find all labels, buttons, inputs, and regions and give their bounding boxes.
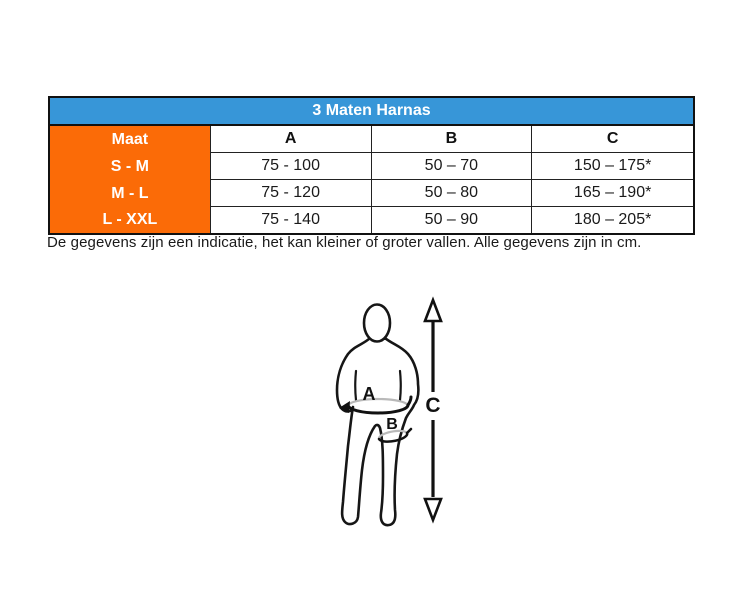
table-row: S - M 75 - 100 50 – 70 150 – 175* — [50, 153, 693, 180]
cell-size: M - L — [50, 180, 211, 207]
person-head-outline — [362, 303, 392, 343]
indication-note: De gegevens zijn een indicatie, het kan … — [47, 234, 642, 251]
cell-c-range: 165 – 190* — [532, 180, 693, 207]
cell-b-range: 50 – 90 — [372, 207, 533, 233]
waist-band-front — [346, 403, 410, 415]
thigh-label: B — [386, 416, 398, 433]
waist-band-curl — [406, 395, 413, 407]
col-header-b: B — [371, 126, 533, 153]
col-header-a: A — [210, 126, 372, 153]
table-title: 3 Maten Harnas — [50, 98, 693, 126]
col-header-maat: Maat — [50, 126, 211, 153]
cell-b-range: 50 – 70 — [371, 153, 533, 180]
thigh-band-front — [377, 427, 413, 443]
cell-a-range: 75 - 100 — [210, 153, 372, 180]
table-row: L - XXL 75 - 140 50 – 90 180 – 205* — [50, 207, 693, 233]
person-body-outline — [335, 336, 420, 527]
measurement-diagram: A B C — [335, 296, 443, 527]
size-table: 3 Maten Harnas Maat A B C S - M 75 - 100… — [48, 96, 695, 235]
cell-c-range: 180 – 205* — [573, 211, 652, 228]
table-row: M - L 75 - 120 50 – 80 165 – 190* — [50, 180, 693, 207]
col-header-c: C — [532, 126, 693, 153]
waist-label: A — [363, 384, 376, 404]
waist-band-back — [346, 397, 410, 407]
height-arrow-up-icon — [423, 296, 443, 323]
cell-a-range: 75 - 120 — [210, 180, 372, 207]
cell-b-range: 50 – 80 — [371, 180, 533, 207]
right-arm-seam — [398, 369, 402, 402]
left-arm-seam — [354, 369, 358, 402]
cell-c-range: 150 – 175* — [532, 153, 693, 180]
table-header-row: Maat A B C — [50, 126, 693, 153]
cell-size: L - XXL — [50, 207, 211, 233]
height-label: C — [425, 394, 440, 417]
height-arrow-down-icon — [423, 497, 443, 524]
cell-size: S - M — [50, 153, 211, 180]
waist-band-arrowhead — [339, 401, 350, 413]
table-title-row: 3 Maten Harnas — [50, 98, 693, 126]
cell-a-range: 75 - 140 — [211, 207, 372, 233]
